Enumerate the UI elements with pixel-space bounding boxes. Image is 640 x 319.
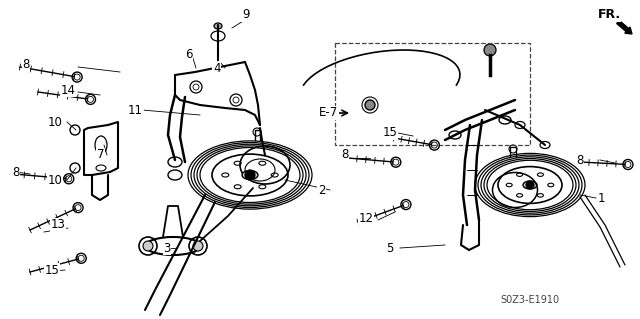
Ellipse shape (523, 181, 537, 189)
Text: 8: 8 (22, 58, 29, 71)
Text: 4: 4 (213, 62, 221, 75)
Circle shape (526, 181, 534, 189)
Text: 10: 10 (47, 115, 63, 129)
Text: FR.: FR. (598, 9, 621, 21)
Text: S0Z3-E1910: S0Z3-E1910 (500, 295, 559, 305)
Circle shape (365, 100, 375, 110)
Text: 15: 15 (383, 127, 397, 139)
Text: 7: 7 (97, 149, 104, 161)
Text: 8: 8 (341, 149, 349, 161)
Ellipse shape (214, 23, 222, 29)
Text: 10: 10 (47, 174, 63, 187)
Text: 2: 2 (318, 183, 326, 197)
Ellipse shape (242, 170, 258, 180)
Text: 6: 6 (185, 48, 193, 62)
Circle shape (245, 170, 255, 180)
Text: 15: 15 (45, 263, 60, 277)
Text: 1: 1 (598, 191, 605, 204)
Bar (335, 43, 530, 145)
Ellipse shape (193, 241, 203, 251)
Text: 3: 3 (163, 241, 171, 255)
Text: 8: 8 (576, 153, 584, 167)
Circle shape (484, 44, 496, 56)
FancyArrow shape (617, 20, 632, 34)
Text: 11: 11 (128, 103, 143, 116)
Text: 14: 14 (61, 84, 76, 97)
Text: 5: 5 (387, 241, 394, 255)
Text: E-7: E-7 (319, 107, 338, 120)
Ellipse shape (143, 241, 153, 251)
Text: 12: 12 (358, 211, 374, 225)
Text: 13: 13 (51, 219, 65, 232)
Text: 8: 8 (12, 167, 20, 180)
Text: 9: 9 (242, 9, 250, 21)
